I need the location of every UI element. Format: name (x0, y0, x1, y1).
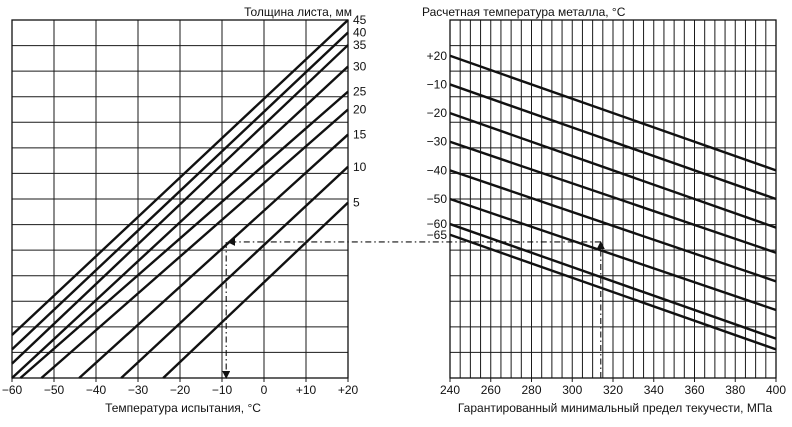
right-series-line (449, 169, 777, 283)
right-x-tick-label: 320 (603, 383, 623, 397)
left-series-line-45 (11, 19, 349, 336)
right-x-tick-label: 380 (725, 383, 745, 397)
right-panel-title: Расчетная температура металла, °C (422, 5, 626, 19)
left-series-label-20: 20 (353, 103, 367, 117)
right-x-tick-label: 340 (644, 383, 664, 397)
right-series-line (449, 140, 777, 254)
left-series-label-5: 5 (353, 196, 360, 210)
left-panel-lines (11, 19, 349, 379)
left-series-line-15 (78, 133, 349, 379)
right-series-label: −40 (427, 163, 448, 177)
left-series-line-20 (40, 108, 349, 379)
left-x-tick-label: 0 (261, 383, 268, 397)
right-series-label: −60 (427, 217, 448, 231)
left-series-line-10 (120, 165, 349, 379)
example-reading-path (222, 237, 605, 379)
right-series-line (449, 54, 777, 172)
left-x-tick-label: −50 (44, 383, 65, 397)
right-x-tick-label: 400 (766, 383, 786, 397)
right-series-label: −30 (427, 135, 448, 149)
left-series-line-40 (11, 31, 349, 351)
left-panel-x-axis-label: Температура испытания, °C (105, 401, 261, 415)
right-x-tick-label: 260 (481, 383, 501, 397)
left-panel-grid (11, 19, 349, 379)
left-series-label-40: 40 (353, 26, 367, 40)
right-series-line (449, 111, 777, 229)
right-series-line (449, 222, 777, 340)
right-series-label: −50 (427, 192, 448, 206)
right-x-tick-label: 240 (440, 383, 460, 397)
right-series-line (449, 197, 777, 312)
left-x-tick-label: −40 (86, 383, 107, 397)
right-panel-x-axis-label: Гарантированный минимальный предел текуч… (458, 401, 773, 415)
right-series-line (449, 83, 777, 201)
left-series-label-10: 10 (353, 160, 367, 174)
right-series-label: −10 (427, 77, 448, 91)
left-series-label-35: 35 (353, 38, 367, 52)
left-series-line-5 (162, 201, 349, 379)
left-series-label-30: 30 (353, 60, 367, 74)
left-series-label-15: 15 (353, 128, 367, 142)
left-series-line-35 (11, 44, 349, 365)
left-x-tick-label: −10 (212, 383, 233, 397)
right-panel-series-labels: +20 −10 −20 −30 −40 −50 −60−65 (427, 49, 448, 242)
left-x-tick-label: −30 (128, 383, 149, 397)
left-series-label-45: 45 (353, 13, 367, 27)
left-panel-ticks: −60 −50 −40 −30 −20 −10 0 +10 +20 (2, 378, 359, 397)
right-series-label: −20 (427, 106, 448, 120)
right-panel-ticks: 240 260 280 300 320 340 360 380 400 (440, 378, 786, 397)
left-panel-title: Толщина листа, мм (244, 5, 352, 19)
right-x-tick-label: 280 (521, 383, 541, 397)
left-series-line-25 (19, 90, 349, 379)
right-series-label: +20 (427, 49, 448, 63)
right-series-label: −65 (427, 228, 448, 242)
right-series-line (449, 233, 777, 351)
left-x-tick-label: −20 (170, 383, 191, 397)
right-panel-lines (449, 54, 777, 351)
left-x-tick-label: −60 (2, 383, 23, 397)
left-x-tick-label: +20 (338, 383, 359, 397)
right-x-tick-label: 360 (684, 383, 704, 397)
left-x-tick-label: +10 (296, 383, 317, 397)
left-series-line-30 (11, 65, 349, 379)
right-x-tick-label: 300 (562, 383, 582, 397)
left-series-label-25: 25 (353, 85, 367, 99)
